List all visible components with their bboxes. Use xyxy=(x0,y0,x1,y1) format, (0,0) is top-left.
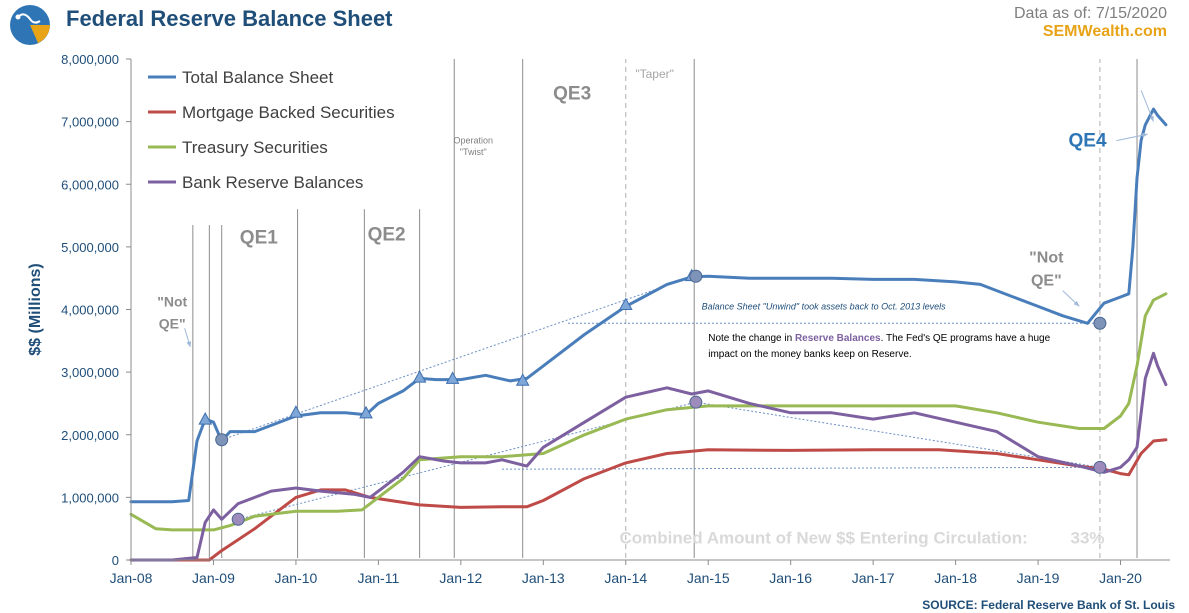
annotation-reserve-note-1: Note the change in Reserve Balances. The… xyxy=(708,333,1050,344)
annotation-combined-value: 33% xyxy=(1071,529,1105,548)
circle-marker xyxy=(689,395,703,409)
y-axis-title: $$ (Millions) xyxy=(27,263,44,355)
y-tick-label: 1,000,000 xyxy=(61,490,119,505)
annotation-unwind-note: Balance Sheet "Unwind" took assets back … xyxy=(702,302,947,312)
data-as-of: Data as of: 7/15/2020 xyxy=(1014,5,1167,22)
brand-link[interactable]: SEMWealth.com xyxy=(1042,23,1167,40)
annotation-combined-label: Combined Amount of New $$ Entering Circu… xyxy=(620,529,1028,548)
legend-label: Total Balance Sheet xyxy=(182,68,333,87)
guide-line xyxy=(221,276,692,441)
annotation-reserve-note-pre: Note the change in xyxy=(708,333,795,344)
annotation-twist: "Twist" xyxy=(460,147,487,157)
y-tick-label: 6,000,000 xyxy=(61,177,119,192)
y-tick-label: 0 xyxy=(112,553,119,568)
x-tick-label: Jan-08 xyxy=(110,570,153,586)
y-tick-label: 5,000,000 xyxy=(61,240,119,255)
x-tick-label: Jan-19 xyxy=(1017,570,1060,586)
annotation-reserve-balances-highlight: Reserve Balances xyxy=(795,333,881,344)
annotation-not-qe-left-2: QE" xyxy=(159,315,186,331)
annotation-taper: "Taper" xyxy=(635,67,674,81)
x-tick-label: Jan-20 xyxy=(1099,570,1142,586)
source-note: SOURCE: Federal Reserve Bank of St. Loui… xyxy=(922,598,1175,612)
triangle-marker xyxy=(198,412,213,425)
y-tick-label: 3,000,000 xyxy=(61,365,119,380)
legend-label: Mortgage Backed Securities xyxy=(182,103,395,122)
y-tick-label: 4,000,000 xyxy=(61,303,119,318)
qe4-arrow-upper xyxy=(1140,90,1154,122)
annotation-not-qe-left-1: "Not xyxy=(157,293,187,309)
annotation-qe3: QE3 xyxy=(553,84,591,105)
guide-line xyxy=(502,466,1100,470)
x-tick-label: Jan-16 xyxy=(769,570,812,586)
annotation-reserve-note-post: . The Fed's QE programs have a huge xyxy=(881,333,1051,344)
x-tick-label: Jan-09 xyxy=(192,570,235,586)
circle-marker xyxy=(689,269,703,283)
annotation-operation: Operation xyxy=(453,136,493,146)
page-title: Federal Reserve Balance Sheet xyxy=(66,6,393,31)
y-tick-label: 7,000,000 xyxy=(61,115,119,130)
annotation-reserve-note-2: impact on the money banks keep on Reserv… xyxy=(708,349,911,360)
not-qe-left-arrow-head xyxy=(186,341,191,348)
triangle-marker xyxy=(289,405,303,418)
series-line-total xyxy=(129,107,1168,504)
triangle-marker xyxy=(618,297,633,310)
triangle-marker xyxy=(359,405,373,419)
triangle-marker xyxy=(515,373,530,386)
guide-line xyxy=(695,401,1100,468)
qe4-arrow-head xyxy=(1141,132,1148,138)
logo-icon xyxy=(10,5,50,45)
circle-marker xyxy=(1093,316,1107,330)
circle-marker xyxy=(215,433,229,447)
x-tick-label: Jan-10 xyxy=(275,570,318,586)
not-qe-right-arrow-head xyxy=(1073,300,1080,307)
annotation-qe2: QE2 xyxy=(368,225,406,246)
qe4-arrow-upper-head xyxy=(1149,115,1154,122)
x-tick-label: Jan-17 xyxy=(852,570,895,586)
legend-label: Bank Reserve Balances xyxy=(182,173,363,192)
triangle-marker xyxy=(445,371,460,384)
x-tick-label: Jan-12 xyxy=(439,570,482,586)
y-tick-label: 8,000,000 xyxy=(61,52,119,67)
circle-marker xyxy=(1093,460,1107,474)
x-tick-label: Jan-15 xyxy=(687,570,730,586)
y-tick-label: 2,000,000 xyxy=(61,428,119,443)
legend-label: Treasury Securities xyxy=(182,138,328,157)
series-line-treasury xyxy=(129,292,1168,532)
annotation-qe4: QE4 xyxy=(1069,131,1107,152)
annotation-not-qe-right-1: "Not xyxy=(1029,250,1064,267)
x-tick-label: Jan-13 xyxy=(522,570,565,586)
triangle-marker xyxy=(412,370,427,383)
annotation-not-qe-right-2: QE" xyxy=(1031,273,1062,290)
annotation-qe1: QE1 xyxy=(240,228,278,249)
circle-marker xyxy=(231,512,245,526)
x-tick-label: Jan-11 xyxy=(357,570,399,586)
x-tick-label: Jan-14 xyxy=(604,570,647,586)
x-tick-label: Jan-18 xyxy=(934,570,977,586)
